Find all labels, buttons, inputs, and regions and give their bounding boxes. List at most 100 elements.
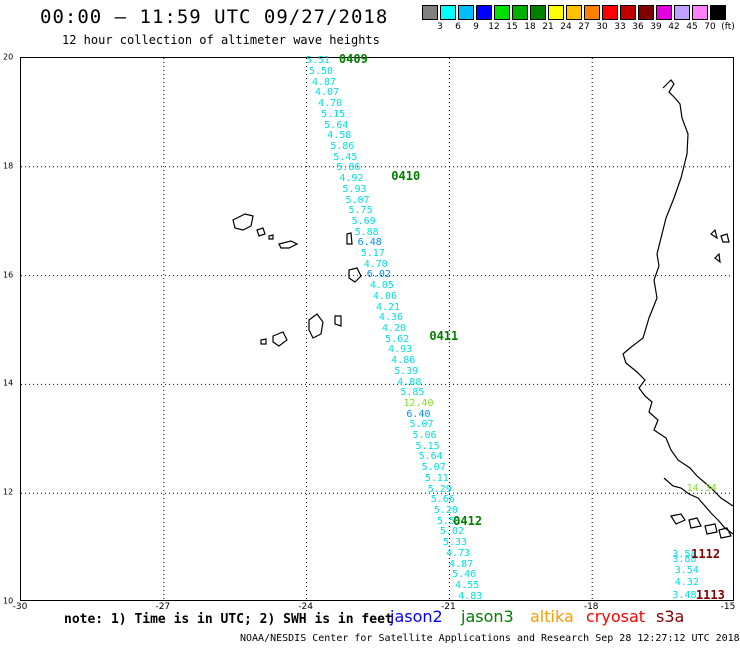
africa-coastline [622, 79, 733, 507]
satellite-jason3: jason3 [461, 607, 514, 626]
swh-value: 4.20 [382, 323, 407, 334]
swh-value: 4.93 [388, 344, 413, 356]
swh-value: 5.11 [424, 472, 449, 484]
longitude-label: -24 [298, 602, 313, 612]
legend-swatch [458, 5, 474, 20]
swh-value: 5.51 [305, 55, 330, 67]
island-fogo [272, 331, 288, 347]
legend-label: 30 [596, 22, 608, 32]
swh-value: 6.02 [366, 269, 391, 281]
legend-swatch [422, 5, 438, 20]
legend-swatch [476, 5, 492, 20]
map-canvas [21, 58, 733, 600]
legend-swatch [638, 5, 654, 20]
latitude-label: 20 [3, 52, 14, 62]
legend-swatch [584, 5, 600, 20]
legend-swatch [656, 5, 672, 20]
island-boa-vista [348, 267, 362, 283]
swh-value: 5.07 [345, 194, 370, 206]
swh-value: 4.21 [375, 301, 401, 313]
legend-swatch [494, 5, 510, 20]
legend-label: 18 [524, 22, 536, 32]
swh-value: 4.86 [391, 355, 416, 367]
swh-value: 4.73 [446, 547, 471, 559]
latitude-label: 14 [3, 378, 14, 388]
swh-value: 3.58 [672, 548, 697, 560]
bijagos-islands [670, 513, 732, 539]
legend-label: 42 [668, 22, 680, 32]
swh-value: 4.87 [311, 76, 337, 88]
swh-value: 5.29 [427, 483, 452, 495]
swh-value: 4.70 [318, 98, 343, 110]
swh-value: 4.83 [458, 590, 483, 602]
swh-value: 6.48 [357, 237, 382, 249]
legend-swatch [566, 5, 582, 20]
swh-value: 5.86 [330, 140, 355, 152]
map-subtitle: 12 hour collection of altimeter wave hei… [62, 33, 380, 47]
swh-value: 5.86 [336, 162, 361, 174]
swh-value: 4.05 [369, 280, 394, 292]
legend-label: 39 [650, 22, 662, 32]
swh-value: 4.06 [372, 290, 397, 302]
satellite-cryosat: cryosat [586, 607, 646, 626]
longitude-label: -21 [441, 602, 456, 612]
swh-value: 5.64 [418, 451, 443, 463]
swh-value: 5.50 [308, 66, 334, 78]
footnote: note: 1) Time is in UTC; 2) SWH is in fe… [64, 612, 393, 627]
legend-label: 24 [560, 22, 572, 32]
swh-value: 5.93 [342, 183, 367, 195]
longitude-label: -15 [720, 602, 736, 612]
swh-value: 5.46 [452, 569, 477, 581]
cape-verde-islands [232, 213, 362, 347]
swh-value: 5.15 [415, 440, 440, 452]
swh-value: 5.62 [385, 333, 410, 345]
swh-value: 5.85 [400, 387, 425, 399]
island-santo-antao [232, 213, 254, 231]
swh-value: 5.06 [412, 430, 437, 442]
satellite-jason2: jason2 [390, 607, 443, 626]
swh-value: 4.92 [339, 173, 364, 185]
swh-value: 5.39 [394, 365, 419, 377]
island-sal [346, 232, 353, 245]
legend-swatch [620, 5, 636, 20]
coast-islets [710, 228, 730, 264]
legend-label: 3 [437, 22, 443, 32]
pass-time-label: 1113 [695, 587, 725, 602]
swh-value: 3.48 [672, 589, 697, 601]
swh-value: 4.36 [378, 312, 404, 324]
swh-value: 4.58 [327, 130, 352, 142]
swh-value: 12.40 [403, 397, 434, 409]
swh-value: 6.40 [406, 408, 431, 420]
credit-line: NOAA/NESDIS Center for Satellite Applica… [240, 633, 740, 644]
legend-label: 45 [686, 22, 698, 32]
pass-time-label: 1112 [691, 546, 721, 561]
longitude-label: -30 [12, 602, 28, 612]
legend-swatch [530, 5, 546, 20]
legend-swatch [674, 5, 690, 20]
legend-swatch [710, 5, 726, 20]
coastline [622, 79, 733, 539]
legend-label: 21 [542, 22, 554, 32]
island-brava [260, 338, 267, 345]
legend-swatch [602, 5, 618, 20]
swh-value: 5.45 [333, 151, 358, 163]
map-title: 00:00 – 11:59 UTC 09/27/2018 [40, 6, 389, 28]
swh-value: 4.55 [455, 579, 480, 591]
map-plot-area[interactable] [20, 57, 734, 601]
swh-value: 5.75 [348, 205, 373, 217]
swh-value: 5.20 [433, 505, 458, 516]
swh-value: 4.70 [363, 258, 388, 270]
legend-swatch [548, 5, 564, 20]
satellite-altika: altika [530, 607, 574, 626]
swh-value: 5.17 [360, 248, 385, 260]
legend-label: 27 [578, 22, 590, 32]
longitude-label: -27 [155, 602, 171, 612]
pass-time-label: 0410 [391, 168, 421, 183]
latitude-label: 18 [3, 161, 14, 171]
swh-value: 5.64 [324, 119, 349, 131]
swh-value: 5.02 [439, 526, 464, 538]
legend-label: 9 [473, 22, 479, 32]
legend-swatch [692, 5, 708, 20]
swh-value: 4.87 [449, 558, 474, 570]
swh-value: 5.66 [430, 494, 455, 506]
